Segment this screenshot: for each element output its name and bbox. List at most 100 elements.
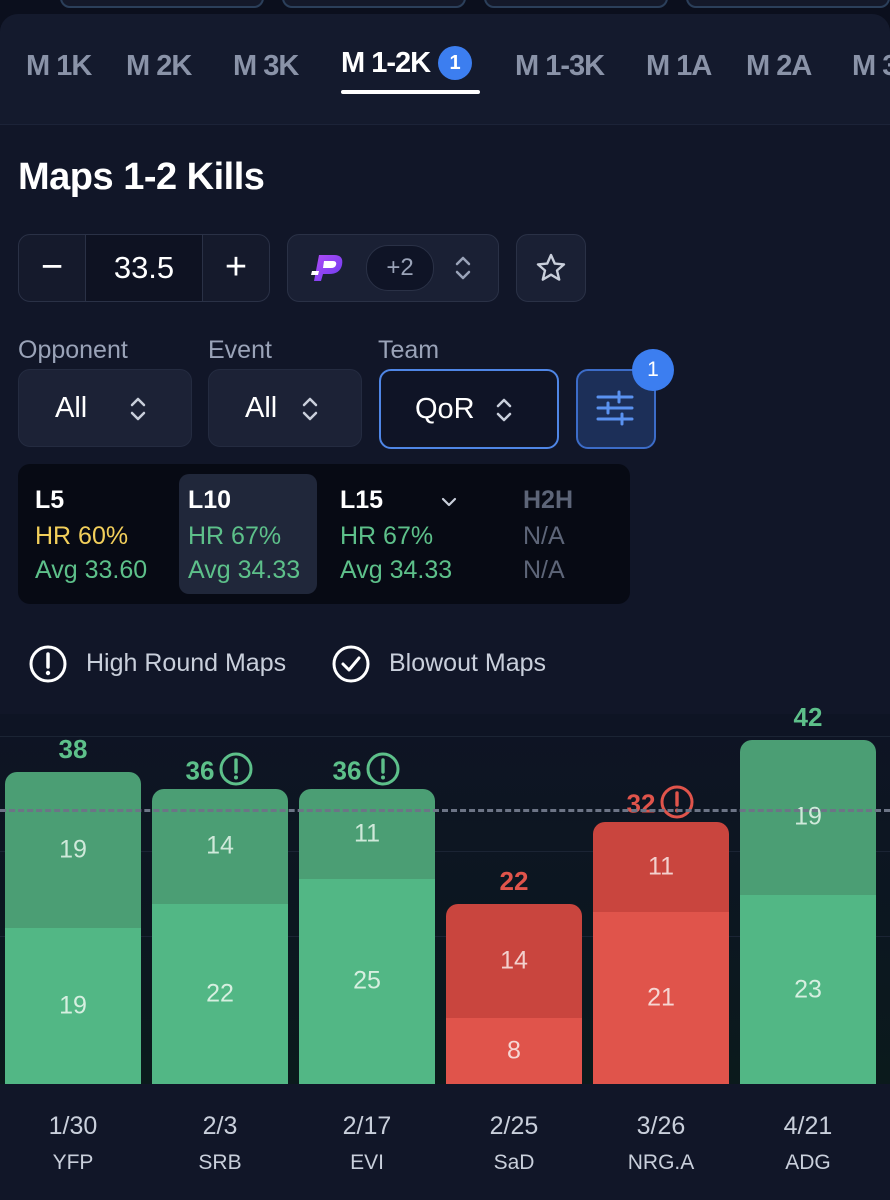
stat-l15[interactable]: L15 HR 67% Avg 34.33: [328, 474, 478, 594]
check-circle-icon: [332, 645, 370, 683]
increase-line-button[interactable]: +: [224, 246, 248, 288]
segment-value: 23: [794, 975, 822, 1004]
event-select[interactable]: All: [208, 369, 362, 447]
stat-average: N/A: [523, 556, 565, 584]
legend-high-round[interactable]: High Round Maps: [28, 644, 318, 684]
prop-line-marker: [0, 809, 890, 812]
bar-segment-map-1: 23: [740, 895, 876, 1084]
match-date: 2/25: [489, 1112, 539, 1140]
x-axis-label: 3/26 NRG.A: [593, 1084, 729, 1175]
team-label: Team: [378, 336, 440, 364]
tab-m-2k[interactable]: M 2K: [126, 50, 192, 82]
chart-bar[interactable]: 14 8: [446, 903, 582, 1084]
filter-count-badge: 1: [632, 349, 674, 391]
top-pill: [60, 0, 264, 8]
bar-segment-map-2: 11: [299, 788, 435, 879]
segment-value: 14: [500, 946, 528, 975]
market-tabs: M 1K M 2K M 3K M 1-2K 1 M 1-3K M 1A M 2A …: [0, 14, 890, 125]
opponent-team: YFP: [52, 1151, 94, 1174]
bar-segment-map-1: 8: [446, 1018, 582, 1084]
stat-hit-rate: HR 67%: [188, 522, 282, 550]
top-pill: [282, 0, 466, 8]
segment-value: 22: [206, 979, 234, 1008]
sportsbook-selector[interactable]: +2: [287, 234, 499, 302]
bar-total-label: 38: [5, 734, 141, 765]
x-axis-label: 4/21 ADG: [740, 1084, 876, 1175]
x-axis-labels: 1/30 YFP 2/3 SRB 2/17 EVI 2/25 SaD 3/26 NRG.A 4/21…: [0, 1084, 890, 1200]
chevron-up-down-icon: [496, 398, 512, 422]
x-axis-label: 2/25 SaD: [446, 1084, 582, 1175]
sliders-icon: [596, 390, 634, 426]
segment-value: 25: [353, 966, 381, 995]
tab-m-1-2k[interactable]: M 1-2K 1: [341, 46, 473, 80]
x-axis-label: 2/3 SRB: [152, 1084, 288, 1175]
bar-segment-map-2: 19: [740, 739, 876, 896]
tab-m-1-3k[interactable]: M 1-3K: [515, 50, 605, 82]
favorite-button[interactable]: [516, 234, 586, 302]
line-value[interactable]: 33.5: [85, 235, 203, 301]
page-title: Maps 1-2 Kills: [18, 156, 265, 198]
bar-total-value: 22: [499, 865, 529, 896]
match-date: 3/26: [636, 1112, 686, 1140]
segment-value: 19: [59, 835, 87, 864]
chart-bar[interactable]: 19 23: [740, 739, 876, 1084]
bar-total-label: 32: [593, 784, 729, 827]
alert-circle-icon: [659, 784, 695, 827]
tab-m-2a[interactable]: M 2A: [746, 50, 812, 82]
segment-value: 11: [648, 852, 674, 881]
alert-circle-icon: [365, 751, 401, 794]
team-value: QoR: [415, 393, 475, 425]
match-date: 2/17: [342, 1112, 392, 1140]
segment-value: 21: [647, 983, 675, 1012]
bar-segment-map-1: 19: [5, 928, 141, 1084]
segment-value: 11: [354, 819, 380, 848]
chevron-up-down-icon: [455, 256, 471, 280]
tab-m-1a[interactable]: M 1A: [646, 50, 712, 82]
tab-m-3k[interactable]: M 3K: [233, 50, 299, 82]
additional-books-count[interactable]: +2: [366, 245, 434, 291]
opponent-team: EVI: [350, 1151, 384, 1174]
stat-hit-rate: N/A: [523, 522, 565, 550]
bar-total-value: 38: [58, 734, 88, 765]
opponent-label: Opponent: [18, 336, 128, 364]
legend-blowout[interactable]: Blowout Maps: [331, 644, 591, 684]
chart-bar[interactable]: 14 22: [152, 788, 288, 1084]
stat-l5[interactable]: L5 HR 60% Avg 33.60: [23, 474, 163, 594]
top-strip: [0, 0, 890, 14]
match-date: 1/30: [48, 1112, 98, 1140]
opponent-team: ADG: [785, 1151, 831, 1174]
event-value: All: [245, 392, 278, 424]
chart-bar[interactable]: 11 25: [299, 788, 435, 1084]
tab-m-1k[interactable]: M 1K: [26, 50, 92, 82]
alert-circle-icon: [218, 751, 254, 794]
bar-total-label: 36: [299, 751, 435, 794]
active-tab-indicator: [341, 90, 480, 94]
bar-total-value: 36: [185, 755, 215, 786]
event-label: Event: [208, 336, 272, 364]
team-select[interactable]: QoR: [379, 369, 559, 449]
opponent-select[interactable]: All: [18, 369, 192, 447]
bar-segment-map-1: 22: [152, 903, 288, 1084]
stat-panel: M 1K M 2K M 3K M 1-2K 1 M 1-3K M 1A M 2A …: [0, 14, 890, 1200]
bar-segment-map-1: 21: [593, 911, 729, 1084]
p-logo-icon: [311, 255, 343, 281]
stat-l10[interactable]: L10 HR 67% Avg 34.33: [179, 474, 317, 594]
match-date: 4/21: [783, 1112, 833, 1140]
decrease-line-button[interactable]: −: [40, 246, 64, 288]
stat-h2h[interactable]: H2H N/A N/A: [511, 474, 621, 594]
kills-bar-chart: 19 19 38 14 22 36 11 25 36 14 8 22 11 21 32 19 23 42: [0, 702, 890, 1084]
bar-segment-map-2: 14: [446, 903, 582, 1019]
bar-total-label: 36: [152, 751, 288, 794]
segment-value: 14: [206, 831, 234, 860]
chart-bar[interactable]: 19 19: [5, 772, 141, 1084]
stat-label: L10: [188, 486, 232, 514]
grid-line: [0, 736, 890, 737]
stat-hit-rate: HR 67%: [340, 522, 434, 550]
bar-segment-map-2: 11: [593, 821, 729, 912]
bar-total-value: 42: [793, 701, 823, 732]
top-pill: [686, 0, 890, 8]
grid-line: [0, 936, 890, 937]
stat-hit-rate: HR 60%: [35, 522, 129, 550]
chart-bar[interactable]: 11 21: [593, 821, 729, 1084]
tab-m-3[interactable]: M 3: [852, 50, 890, 82]
